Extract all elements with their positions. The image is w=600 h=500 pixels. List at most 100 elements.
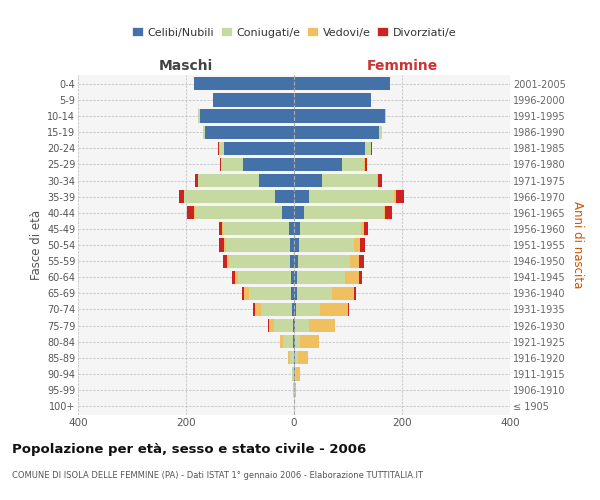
Bar — [223, 254, 227, 268]
Bar — [242, 286, 244, 300]
Bar — [203, 126, 205, 139]
Text: Maschi: Maschi — [159, 58, 213, 72]
Bar — [355, 238, 360, 252]
Bar — [299, 238, 355, 252]
Bar — [294, 126, 379, 139]
Bar — [304, 206, 383, 220]
Bar — [295, 319, 308, 332]
Bar — [274, 319, 293, 332]
Bar — [229, 254, 290, 268]
Bar — [244, 286, 249, 300]
Bar — [294, 303, 296, 316]
Bar — [294, 94, 371, 106]
Bar — [365, 158, 367, 171]
Bar — [289, 222, 294, 235]
Bar — [294, 158, 341, 171]
Bar — [294, 254, 298, 268]
Bar — [268, 319, 269, 332]
Bar — [294, 110, 385, 122]
Bar — [294, 190, 309, 203]
Bar — [385, 206, 392, 220]
Bar — [290, 238, 294, 252]
Bar — [199, 110, 294, 122]
Bar — [294, 222, 301, 235]
Bar — [308, 319, 335, 332]
Bar — [378, 174, 382, 187]
Bar — [296, 368, 300, 380]
Bar — [198, 110, 199, 122]
Y-axis label: Anni di nascita: Anni di nascita — [571, 202, 584, 288]
Bar — [261, 303, 292, 316]
Bar — [394, 190, 395, 203]
Bar — [320, 303, 348, 316]
Bar — [290, 351, 294, 364]
Bar — [219, 238, 224, 252]
Bar — [359, 270, 361, 284]
Bar — [292, 286, 294, 300]
Bar — [184, 190, 275, 203]
Bar — [254, 303, 261, 316]
Bar — [220, 158, 221, 171]
Bar — [294, 270, 297, 284]
Bar — [195, 174, 198, 187]
Bar — [226, 238, 290, 252]
Bar — [294, 174, 322, 187]
Bar — [194, 78, 294, 90]
Bar — [294, 286, 296, 300]
Bar — [187, 206, 194, 220]
Bar — [383, 206, 385, 220]
Bar — [238, 270, 291, 284]
Bar — [179, 190, 184, 203]
Bar — [282, 206, 294, 220]
Bar — [360, 238, 365, 252]
Bar — [220, 142, 224, 155]
Bar — [341, 158, 364, 171]
Bar — [298, 351, 308, 364]
Bar — [292, 368, 294, 380]
Bar — [199, 174, 259, 187]
Bar — [296, 303, 320, 316]
Bar — [297, 270, 345, 284]
Bar — [275, 190, 294, 203]
Bar — [294, 142, 365, 155]
Bar — [296, 286, 332, 300]
Bar — [283, 335, 293, 348]
Bar — [355, 286, 356, 300]
Bar — [294, 238, 299, 252]
Bar — [280, 335, 283, 348]
Bar — [224, 142, 294, 155]
Bar — [288, 351, 290, 364]
Bar — [259, 174, 294, 187]
Bar — [291, 270, 294, 284]
Text: Femmine: Femmine — [367, 58, 437, 72]
Bar — [290, 254, 294, 268]
Text: Popolazione per età, sesso e stato civile - 2006: Popolazione per età, sesso e stato civil… — [12, 442, 366, 456]
Bar — [224, 238, 226, 252]
Bar — [219, 222, 221, 235]
Bar — [213, 94, 294, 106]
Legend: Celibi/Nubili, Coniugati/e, Vedovi/e, Divorziati/e: Celibi/Nubili, Coniugati/e, Vedovi/e, Di… — [127, 23, 461, 42]
Bar — [309, 190, 394, 203]
Bar — [350, 254, 359, 268]
Bar — [301, 335, 319, 348]
Bar — [371, 142, 372, 155]
Bar — [294, 335, 295, 348]
Bar — [232, 270, 235, 284]
Bar — [221, 158, 242, 171]
Bar — [269, 319, 274, 332]
Bar — [361, 222, 364, 235]
Bar — [194, 206, 282, 220]
Bar — [294, 319, 295, 332]
Bar — [205, 126, 294, 139]
Bar — [364, 222, 368, 235]
Bar — [292, 303, 294, 316]
Bar — [332, 286, 355, 300]
Bar — [293, 319, 294, 332]
Bar — [294, 78, 390, 90]
Bar — [253, 303, 254, 316]
Bar — [359, 254, 364, 268]
Bar — [221, 222, 223, 235]
Bar — [295, 335, 301, 348]
Bar — [295, 384, 296, 396]
Bar — [242, 158, 294, 171]
